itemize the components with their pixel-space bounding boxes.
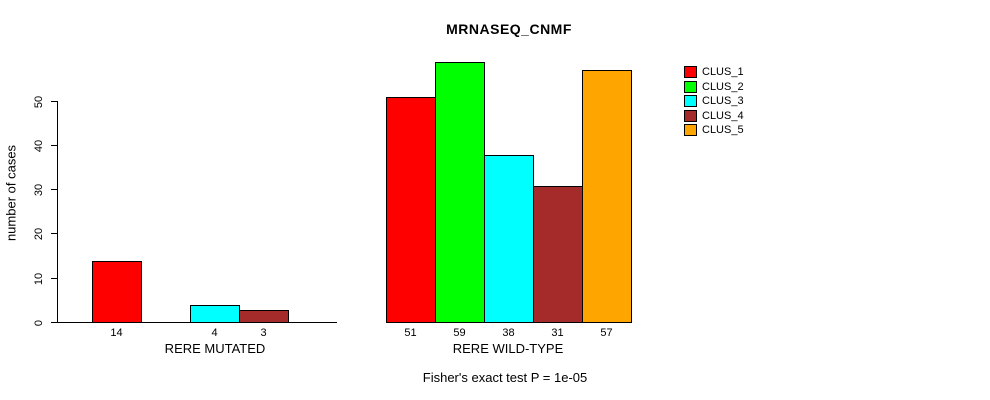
y-axis-tick-label: 10	[33, 272, 45, 285]
legend-swatch-clus_3	[684, 95, 697, 107]
bar-value-label: 57	[600, 327, 613, 339]
x-axis-label-mutated: RERE MUTATED	[164, 341, 266, 356]
y-axis-tick-label: 50	[33, 95, 45, 108]
legend-label: CLUS_1	[702, 66, 744, 78]
y-axis-tick-label: 20	[33, 227, 45, 240]
legend-swatch-clus_4	[684, 109, 697, 122]
y-axis-tick	[51, 278, 57, 279]
bar-clus_5-group2	[582, 70, 632, 323]
legend-label: CLUS_3	[702, 95, 744, 107]
y-axis-tick-label: 0	[33, 319, 45, 326]
bar-value-label: 4	[211, 327, 218, 339]
chart-title: MRNASEQ_CNMF	[446, 21, 572, 37]
footer-annotation: Fisher's exact test P = 1e-05	[422, 370, 588, 385]
bar-clus_2-group2	[435, 62, 485, 323]
legend-item-clus_3: CLUS_3	[684, 95, 744, 107]
legend-swatch-clus_2	[684, 80, 697, 93]
legend-label: CLUS_4	[702, 109, 744, 122]
legend-item-clus_5: CLUS_5	[684, 124, 744, 136]
bar-clus_1-group1	[92, 261, 142, 323]
y-axis-line	[57, 101, 58, 323]
bar-value-label: 51	[404, 327, 417, 339]
bar-clus_4-group2	[533, 186, 583, 323]
legend-swatch-clus_5	[684, 124, 697, 136]
legend-swatch-clus_1	[684, 66, 697, 78]
bar-value-label: 3	[260, 327, 267, 339]
bar-clus_4-group1	[239, 310, 289, 323]
y-axis-tick	[51, 233, 57, 234]
y-axis-tick	[51, 101, 57, 102]
y-axis-tick-label: 40	[33, 139, 45, 152]
bar-value-label: 31	[551, 327, 564, 339]
legend-label: CLUS_5	[702, 124, 744, 136]
legend-item-clus_4: CLUS_4	[684, 109, 744, 122]
x-axis-label-wildtype: RERE WILD-TYPE	[452, 341, 564, 356]
bar-clus_3-group1	[190, 305, 240, 323]
y-axis-tick	[51, 189, 57, 190]
y-axis-tick-label: 30	[33, 183, 45, 196]
y-axis-tick	[51, 322, 57, 323]
legend-item-clus_2: CLUS_2	[684, 80, 744, 93]
bar-value-label: 38	[502, 327, 515, 339]
bar-clus_1-group2	[386, 97, 436, 323]
bar-value-label: 14	[110, 327, 123, 339]
legend-item-clus_1: CLUS_1	[684, 66, 744, 78]
y-axis-label: number of cases	[3, 144, 19, 242]
y-axis-tick	[51, 145, 57, 146]
bar-value-label: 59	[453, 327, 466, 339]
bar-clus_3-group2	[484, 155, 534, 323]
legend-label: CLUS_2	[702, 80, 744, 93]
